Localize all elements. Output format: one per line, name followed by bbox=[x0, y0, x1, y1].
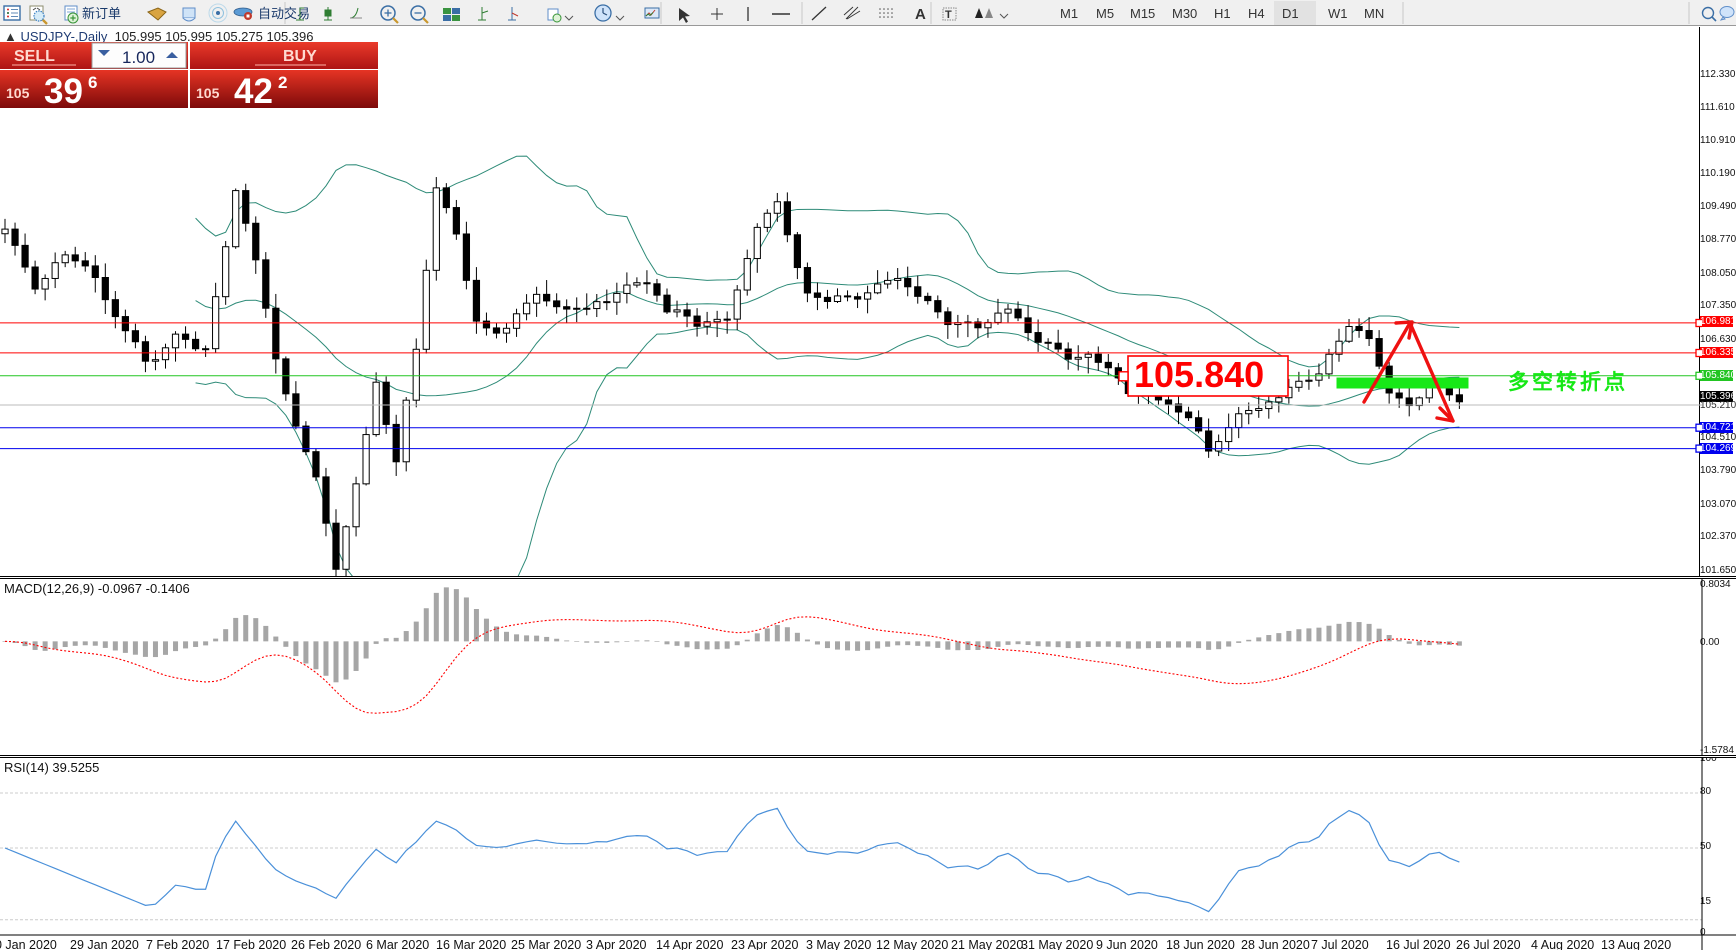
svg-text:新订单: 新订单 bbox=[82, 6, 121, 21]
svg-text:105.840: 105.840 bbox=[1134, 354, 1264, 395]
svg-text:W1: W1 bbox=[1328, 6, 1348, 21]
svg-text:D1: D1 bbox=[1282, 6, 1299, 21]
svg-text:T: T bbox=[945, 9, 952, 21]
svg-text:MN: MN bbox=[1364, 6, 1384, 21]
svg-text:M15: M15 bbox=[1130, 6, 1155, 21]
svg-text:H1: H1 bbox=[1214, 6, 1231, 21]
svg-text:A: A bbox=[915, 6, 926, 23]
svg-text:H4: H4 bbox=[1248, 6, 1265, 21]
svg-text:M30: M30 bbox=[1172, 6, 1197, 21]
svg-text:M1: M1 bbox=[1060, 6, 1078, 21]
svg-text:M5: M5 bbox=[1096, 6, 1114, 21]
